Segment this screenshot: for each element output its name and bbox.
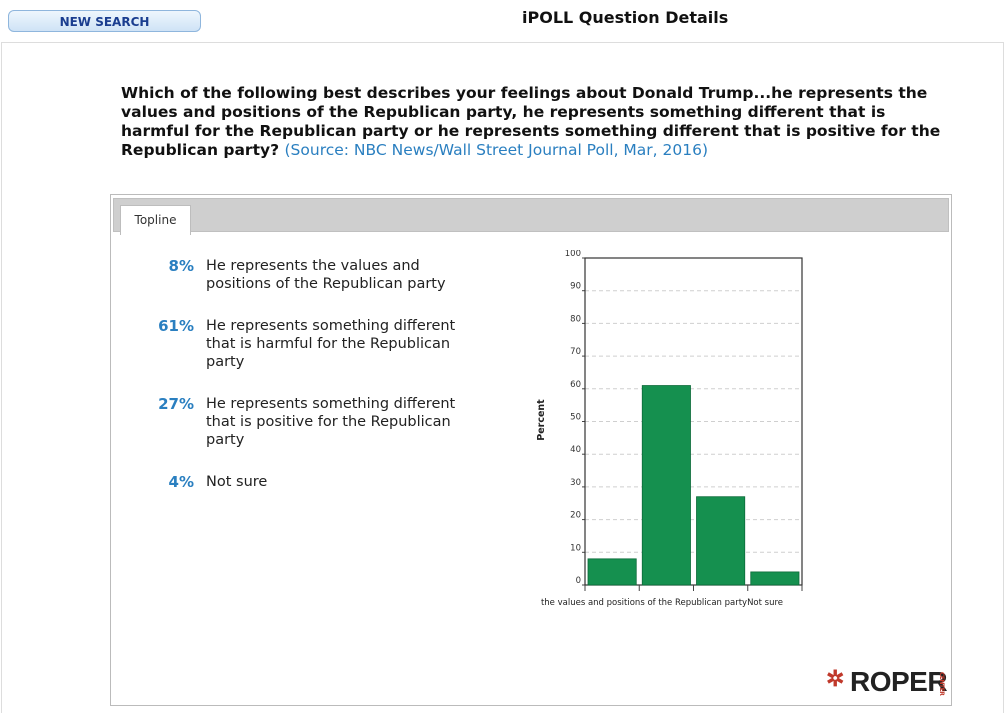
- response-label: He represents the values and positions o…: [206, 258, 446, 292]
- bar: [750, 571, 800, 586]
- y-tick-label: 50: [570, 413, 581, 423]
- response-percent: 61%: [158, 317, 194, 335]
- y-tick-label: 60: [570, 380, 581, 390]
- response-label: Not sure: [206, 474, 268, 490]
- tab-bar: Topline: [113, 198, 949, 235]
- bar: [641, 385, 691, 586]
- roper-logo: ✲ ROPER CENTER: [826, 666, 948, 700]
- y-tick-label: 30: [570, 478, 581, 488]
- y-tick-label: 20: [570, 511, 581, 521]
- page-title: iPOLL Question Details: [522, 8, 729, 27]
- y-tick-label: 40: [570, 445, 581, 455]
- y-tick-label: 90: [570, 282, 581, 292]
- response-percent: 4%: [168, 473, 194, 491]
- tab-topline[interactable]: Topline: [120, 205, 191, 235]
- bar: [587, 558, 637, 586]
- y-tick-label: 10: [570, 543, 581, 553]
- y-tick-label: 0: [576, 576, 581, 586]
- y-tick-label: 100: [565, 250, 581, 259]
- y-tick-label: 80: [570, 314, 581, 324]
- question-text: Which of the following best describes yo…: [121, 84, 951, 160]
- response-percent: 8%: [168, 257, 194, 275]
- roper-logo-mark: ✲: [826, 666, 844, 691]
- roper-logo-text: ROPER: [850, 666, 948, 697]
- response-percent: 27%: [158, 395, 194, 413]
- roper-logo-sub: CENTER: [938, 672, 945, 696]
- y-axis-label: Percent: [536, 399, 547, 441]
- bar: [696, 496, 746, 586]
- question-body: Which of the following best describes yo…: [121, 84, 941, 159]
- y-tick-label: 70: [570, 347, 581, 357]
- bar-chart: 0 10 20 30 40 50 60 70 80 90 100 Percent the values …: [536, 250, 803, 608]
- results-panel: Topline 8% He represents the values and …: [110, 194, 952, 706]
- response-label: He represents something different that i…: [206, 396, 456, 448]
- question-source: (Source: NBC News/Wall Street Journal Po…: [284, 141, 709, 159]
- response-label: He represents something different that i…: [206, 318, 456, 370]
- x-axis-labels: the values and positions of the Republic…: [541, 598, 783, 608]
- new-search-button[interactable]: NEW SEARCH: [8, 10, 201, 32]
- top-bar: NEW SEARCH iPOLL Question Details: [0, 0, 1006, 42]
